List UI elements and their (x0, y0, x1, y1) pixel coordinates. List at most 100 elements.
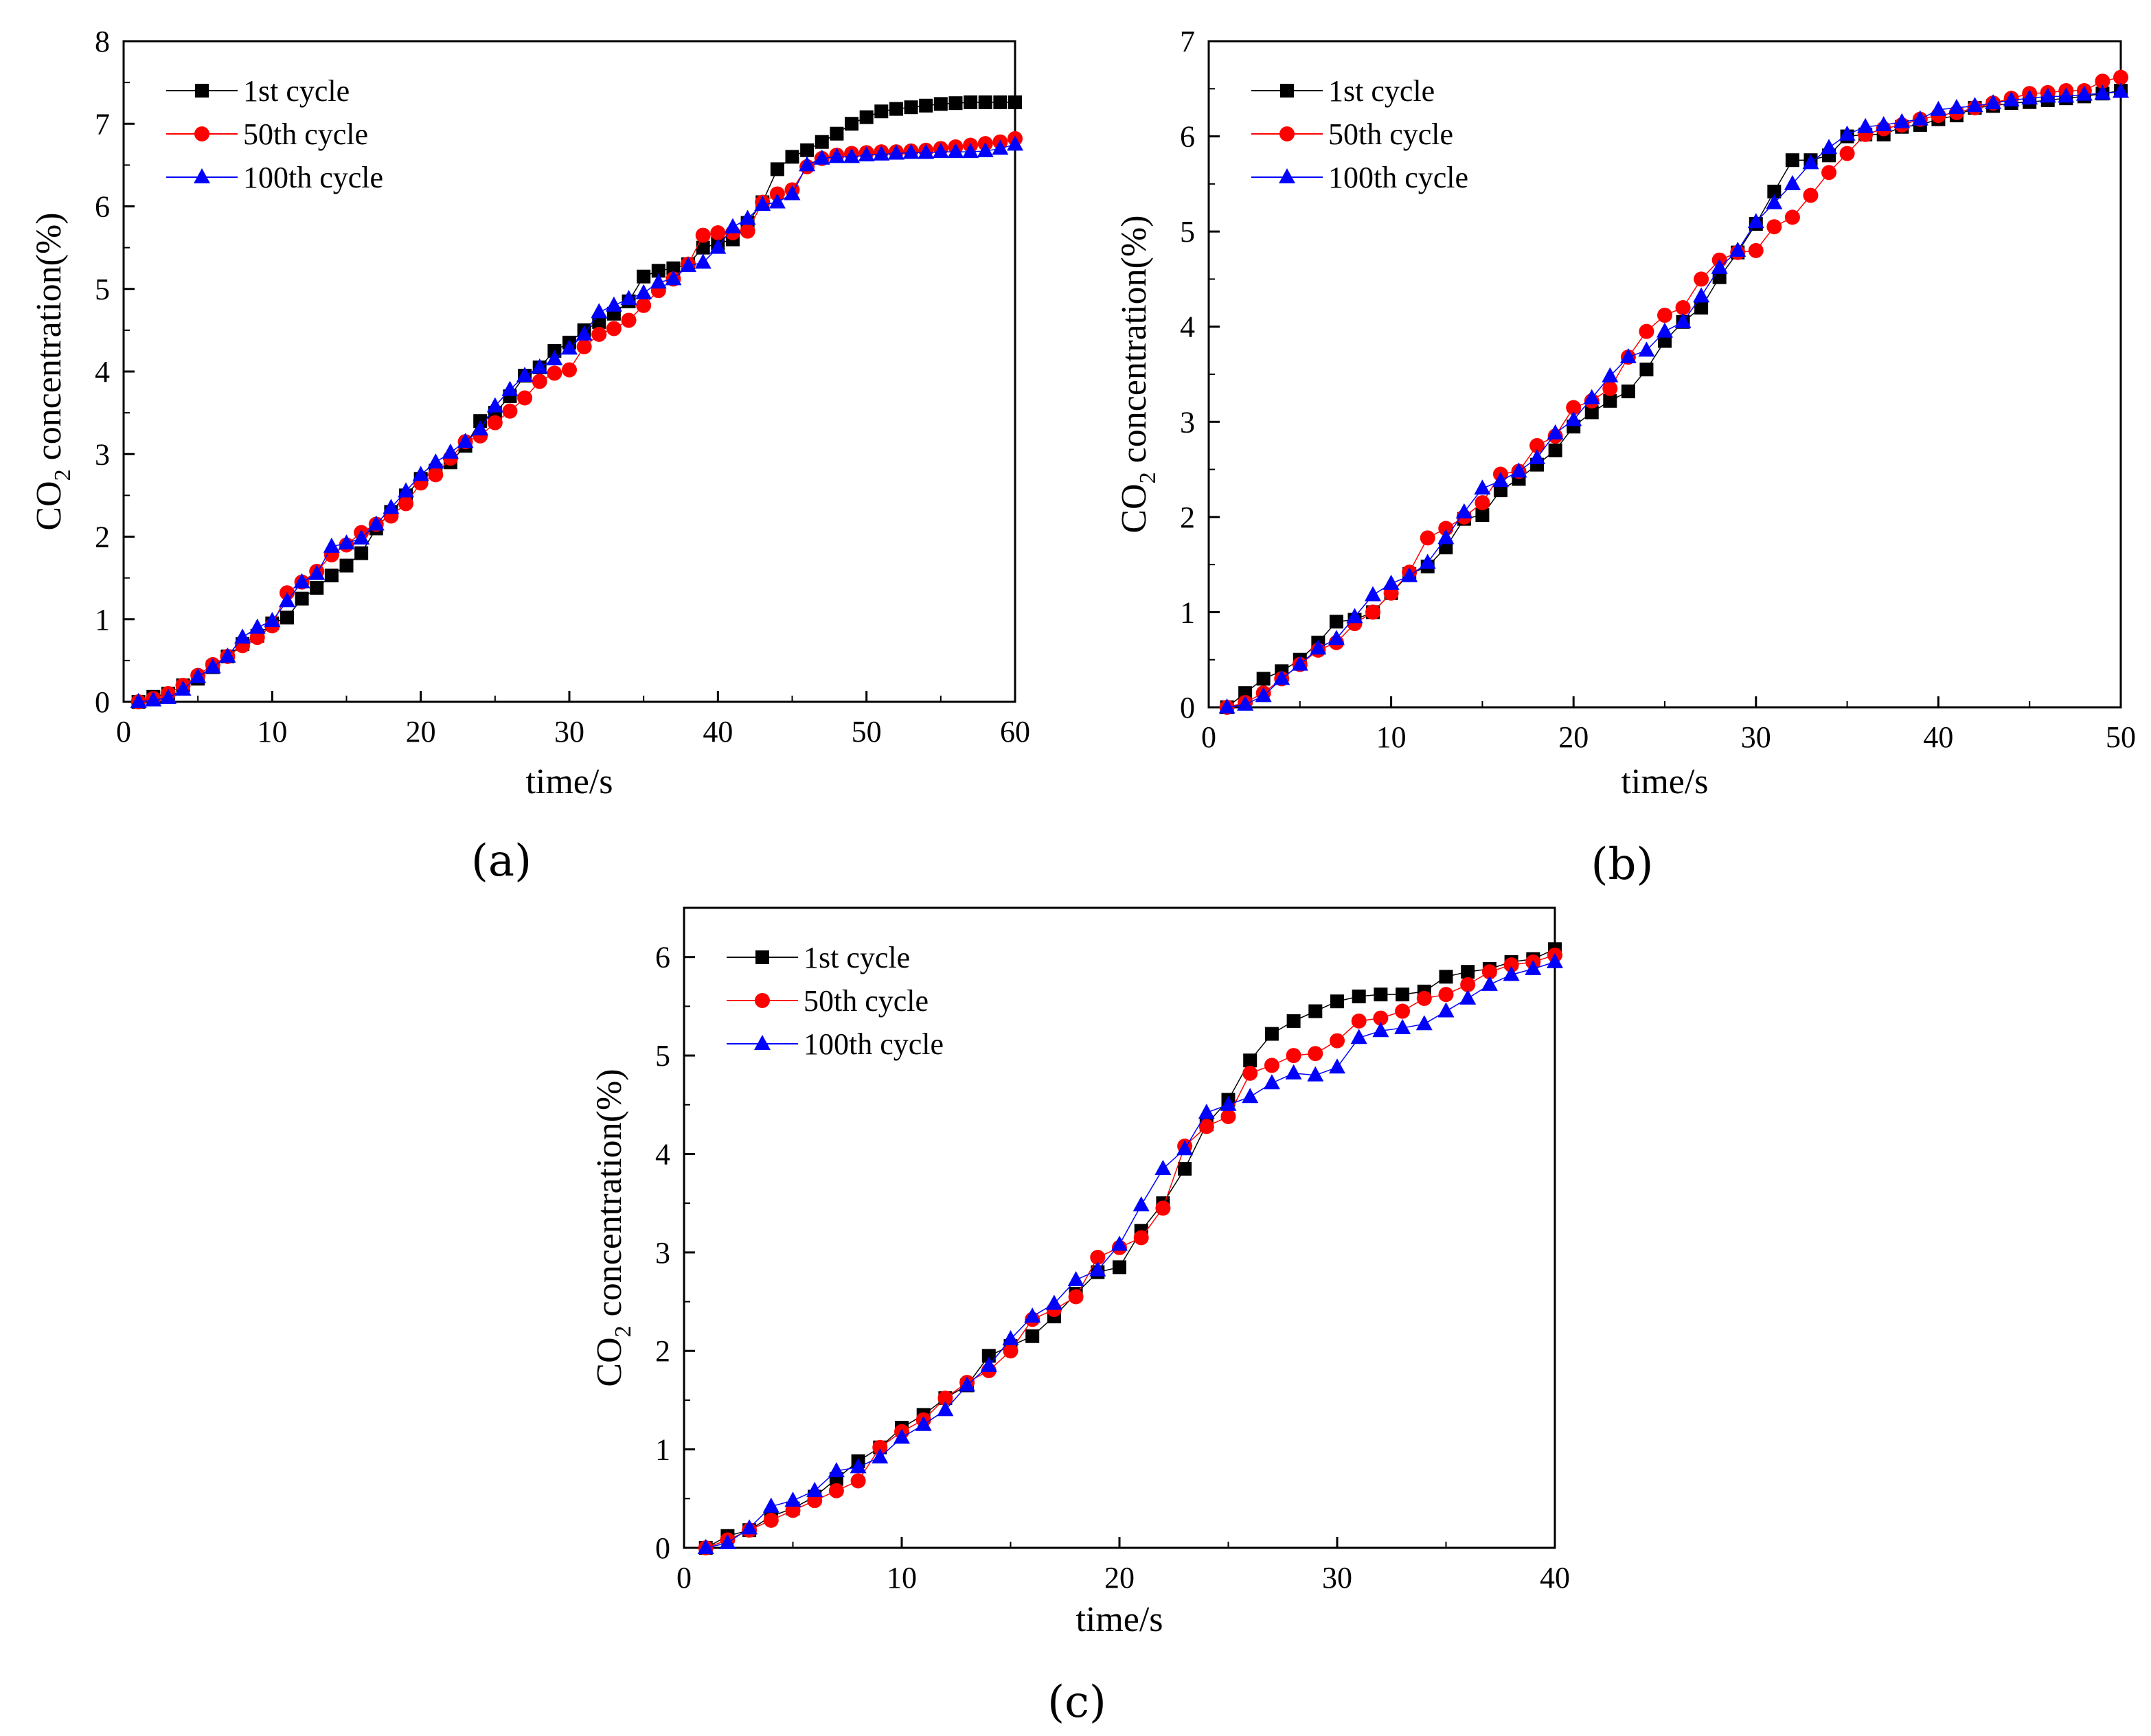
data-point-circle (547, 365, 562, 381)
y-tick-label: 6 (655, 941, 670, 974)
data-point-triangle (501, 380, 519, 396)
y-tick-label: 6 (1180, 120, 1195, 154)
data-point-triangle (219, 647, 236, 663)
y-tick-label: 7 (1180, 25, 1195, 58)
data-point-circle (428, 467, 444, 483)
data-point-triangle (992, 139, 1009, 155)
data-point-triangle (1948, 99, 1965, 114)
y-tick-label: 1 (655, 1433, 670, 1467)
data-point-square (1286, 1014, 1301, 1028)
data-point-square (1584, 405, 1599, 420)
data-point-triangle (1111, 1235, 1128, 1251)
data-point-triangle (2113, 82, 2129, 98)
data-point-triangle (398, 482, 415, 498)
data-point-triangle (472, 420, 489, 436)
x-tick-label: 20 (1104, 1561, 1135, 1595)
data-point-square (324, 569, 339, 583)
data-point-circle (1416, 990, 1432, 1006)
data-point-circle (1821, 165, 1837, 181)
data-point-circle (1220, 1108, 1236, 1124)
data-point-triangle (1674, 312, 1692, 328)
data-point-square (978, 95, 992, 109)
y-tick-label: 1 (95, 603, 110, 637)
data-point-circle (1068, 1289, 1084, 1305)
data-point-triangle (1437, 1002, 1455, 1018)
data-point-circle (1133, 1230, 1149, 1246)
data-point-triangle (1503, 966, 1520, 981)
data-point-triangle (531, 358, 548, 374)
data-point-triangle (1985, 94, 2002, 110)
data-point-circle (1602, 380, 1618, 396)
data-point-triangle (338, 534, 355, 550)
data-point-triangle (894, 1428, 910, 1444)
y-tick-label: 0 (1180, 691, 1195, 724)
data-point-triangle (1382, 574, 1400, 590)
data-point-triangle (591, 303, 608, 319)
data-point-triangle (799, 156, 816, 172)
data-point-triangle (278, 592, 295, 608)
data-point-square (295, 591, 309, 606)
data-point-triangle (828, 148, 845, 163)
x-tick-label: 20 (1558, 720, 1589, 754)
data-point-triangle (1133, 1196, 1150, 1212)
data-point-square (280, 610, 294, 625)
data-point-triangle (887, 144, 904, 160)
x-tick-label: 10 (1376, 720, 1407, 754)
data-point-square (785, 150, 799, 164)
data-point-triangle (323, 537, 340, 553)
data-point-triangle (1419, 553, 1436, 569)
data-point-triangle (383, 499, 400, 514)
data-point-triangle (1693, 287, 1710, 303)
data-point-square (339, 558, 354, 573)
data-point-triangle (918, 144, 935, 159)
series-line (705, 948, 1556, 1549)
y-axis-title: CO2 concentration(%) (590, 1069, 636, 1386)
data-point-triangle (1350, 1029, 1367, 1044)
data-point-triangle (1263, 1074, 1280, 1090)
data-point-triangle (234, 628, 251, 644)
data-point-circle (1438, 987, 1454, 1003)
data-point-triangle (367, 515, 385, 531)
data-point-triangle (1329, 1058, 1345, 1074)
data-point-circle (1420, 530, 1435, 546)
data-point-triangle (1328, 630, 1345, 646)
data-point-triangle (1455, 503, 1472, 518)
data-point-triangle (546, 350, 563, 365)
y-tick-label: 6 (95, 190, 110, 224)
data-point-square (889, 102, 903, 116)
data-point-triangle (2021, 89, 2038, 105)
data-point-triangle (1547, 424, 1564, 439)
data-point-circle (1766, 219, 1782, 235)
data-point-triangle (741, 1519, 758, 1535)
panel-label: (c) (1047, 1677, 1106, 1728)
data-point-triangle (1893, 113, 1911, 128)
y-axis-title-main: CO (590, 1337, 629, 1386)
y-tick-label: 4 (655, 1137, 670, 1171)
data-point-circle (2113, 69, 2128, 85)
x-tick-label: 30 (1322, 1561, 1352, 1595)
data-point-square (770, 162, 784, 176)
y-axis-title-rest: concentration(%) (30, 212, 69, 469)
x-tick-label: 60 (1000, 715, 1030, 749)
legend-label: 100th cycle (243, 161, 383, 194)
data-point-triangle (915, 1415, 932, 1431)
data-point-square (1329, 615, 1343, 629)
data-point-square (1308, 1004, 1323, 1018)
data-point-triangle (709, 238, 727, 254)
data-point-square (1767, 184, 1782, 198)
data-point-triangle (1802, 154, 1819, 170)
y-axis-title-subscript: 2 (611, 1325, 636, 1337)
x-tick-label: 40 (1923, 720, 1953, 754)
data-point-triangle (1273, 670, 1290, 685)
data-point-triangle (739, 209, 756, 225)
data-point-square (993, 95, 1008, 109)
data-point-triangle (130, 693, 147, 708)
data-point-triangle (1510, 462, 1527, 478)
legend-label: 1st cycle (804, 941, 910, 974)
data-point-triangle (576, 325, 593, 341)
data-point-square (981, 1349, 996, 1363)
data-point-triangle (1857, 117, 1874, 133)
data-point-circle (398, 496, 414, 512)
series-100th-cycle (697, 952, 1563, 1554)
data-point-triangle (1401, 567, 1418, 582)
